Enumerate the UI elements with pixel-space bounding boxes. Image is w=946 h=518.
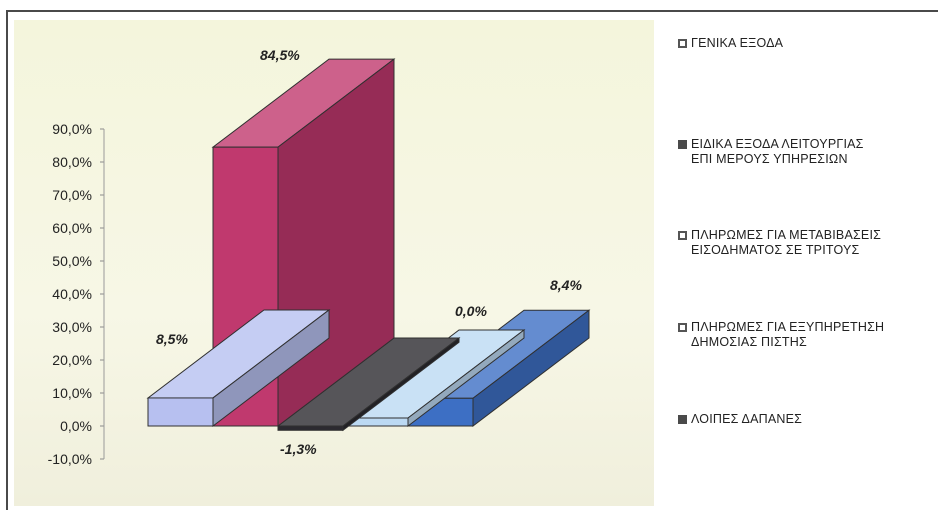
- y-tick-label: 70,0%: [52, 187, 92, 203]
- data-label: 0,0%: [455, 303, 487, 319]
- legend-item-special-operating-expenses: ΕΙΔΙΚΑ ΕΞΟΔΑ ΛΕΙΤΟΥΡΓΙΑΣ ΕΠΙ ΜΕΡΟΥΣ ΥΠΗΡ…: [678, 137, 864, 167]
- bar-front-face: [277, 425, 344, 431]
- y-tick-label: 90,0%: [52, 121, 92, 137]
- y-tick-label: 60,0%: [52, 220, 92, 236]
- legend-item-other-expenses: ΛΟΙΠΕΣ ΔΑΠΑΝΕΣ: [678, 412, 802, 427]
- y-tick-label: -10,0%: [48, 451, 92, 467]
- legend-label: ΓΕΝΙΚΑ ΕΞΟΔΑ: [691, 36, 784, 50]
- legend-swatch-icon: [678, 415, 687, 424]
- data-label: 84,5%: [260, 47, 300, 63]
- y-tick-label: 40,0%: [52, 286, 92, 302]
- chart-frame: [6, 10, 938, 510]
- legend-label: ΠΛΗΡΩΜΕΣ ΓΙΑ ΕΞΥΠΗΡΕΤΗΣΗ ΔΗΜΟΣΙΑΣ ΠΙΣΤΗΣ: [691, 320, 885, 349]
- y-tick-label: 20,0%: [52, 352, 92, 368]
- data-label: 8,4%: [550, 277, 582, 293]
- y-tick-label: 80,0%: [52, 154, 92, 170]
- data-label: -1,3%: [280, 441, 317, 457]
- legend-item-general-expenses: ΓΕΝΙΚΑ ΕΞΟΔΑ: [678, 36, 783, 51]
- bar-transfer-payments: [276, 336, 461, 432]
- legend-item-public-debt-payments: ΠΛΗΡΩΜΕΣ ΓΙΑ ΕΞΥΠΗΡΕΤΗΣΗ ΔΗΜΟΣΙΑΣ ΠΙΣΤΗΣ: [678, 320, 884, 350]
- y-tick-label: 10,0%: [52, 385, 92, 401]
- legend-label: ΛΟΙΠΕΣ ΔΑΠΑΝΕΣ: [691, 412, 803, 426]
- legend-swatch-icon: [678, 39, 687, 48]
- data-label: 8,5%: [156, 331, 188, 347]
- y-axis: 90,0% 80,0% 70,0% 60,0% 50,0% 40,0% 30,0% 20,0%…: [48, 121, 105, 467]
- bar-general-expenses: [146, 308, 331, 428]
- legend-swatch-icon: [678, 140, 687, 149]
- bars: [146, 58, 591, 432]
- bar-front-face: [147, 397, 214, 427]
- y-tick-label: 0,0%: [60, 418, 92, 434]
- y-tick-label: 30,0%: [52, 319, 92, 335]
- legend-label: ΠΛΗΡΩΜΕΣ ΓΙΑ ΜΕΤΑΒΙΒΑΣΕΙΣ ΕΙΣΟΔΗΜΑΤΟΣ ΣΕ…: [691, 228, 882, 257]
- legend-label: ΕΙΔΙΚΑ ΕΞΟΔΑ ΛΕΙΤΟΥΡΓΙΑΣ ΕΠΙ ΜΕΡΟΥΣ ΥΠΗΡ…: [691, 137, 864, 166]
- legend-item-transfer-payments: ΠΛΗΡΩΜΕΣ ΓΙΑ ΜΕΤΑΒΙΒΑΣΕΙΣ ΕΙΣΟΔΗΜΑΤΟΣ ΣΕ…: [678, 228, 881, 258]
- legend-swatch-icon: [678, 323, 687, 332]
- data-labels: 8,5% 84,5% -1,3% 0,0% 8,4%: [156, 47, 582, 457]
- legend-swatch-icon: [678, 231, 687, 240]
- y-tick-label: 50,0%: [52, 253, 92, 269]
